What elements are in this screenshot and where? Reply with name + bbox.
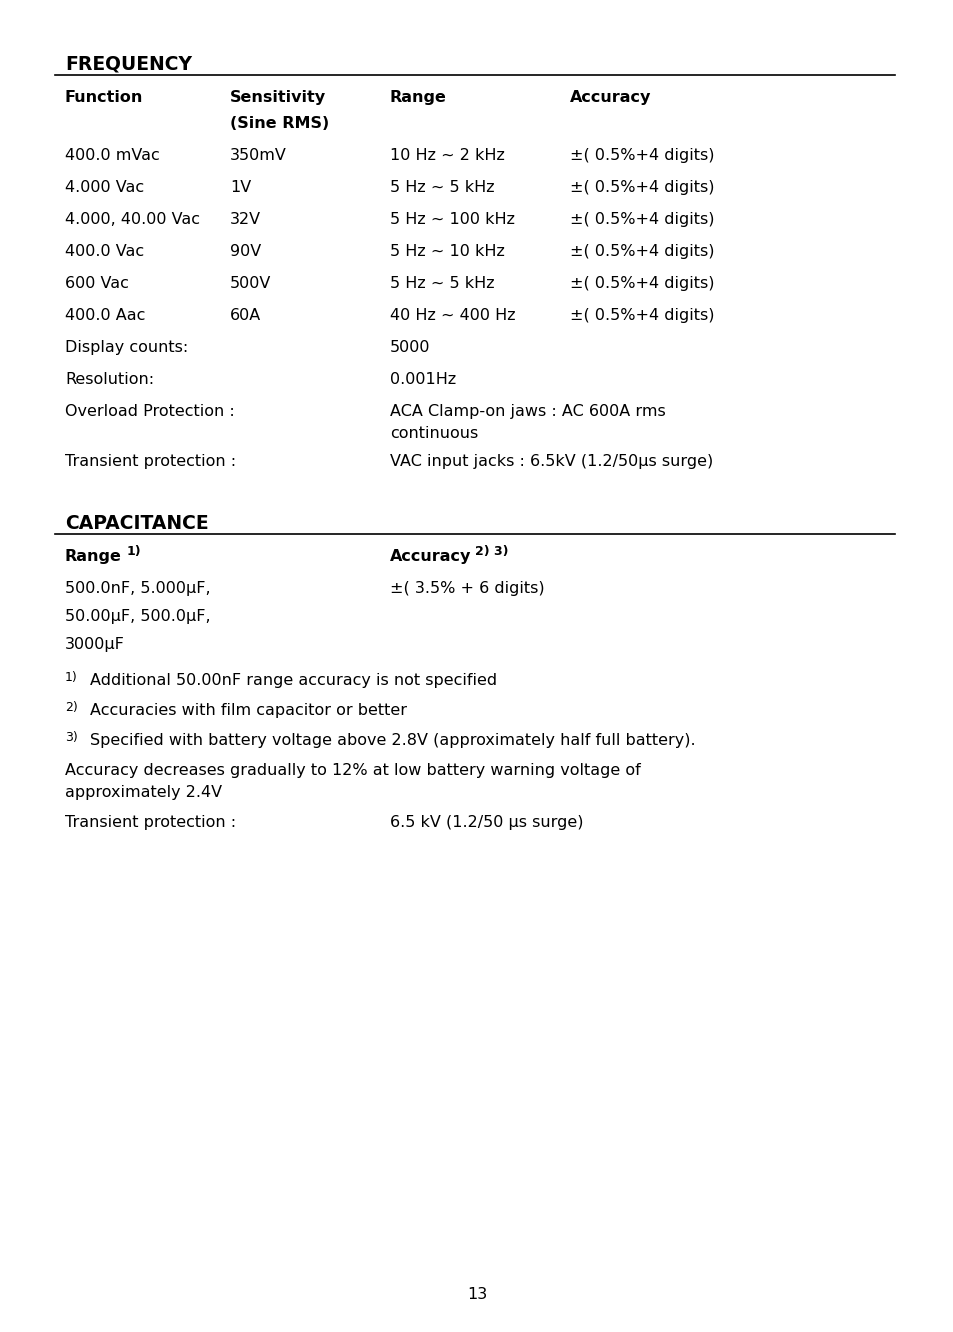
Text: 1): 1) [127, 545, 141, 558]
Text: 4.000 Vac: 4.000 Vac [65, 180, 144, 194]
Text: Accuracies with film capacitor or better: Accuracies with film capacitor or better [90, 703, 407, 718]
Text: Transient protection :: Transient protection : [65, 454, 236, 469]
Text: continuous: continuous [390, 426, 477, 441]
Text: Display counts:: Display counts: [65, 340, 188, 356]
Text: Resolution:: Resolution: [65, 372, 154, 388]
Text: (Sine RMS): (Sine RMS) [230, 116, 329, 131]
Text: Transient protection :: Transient protection : [65, 815, 236, 830]
Text: Accuracy: Accuracy [569, 91, 651, 105]
Text: Range: Range [65, 549, 122, 563]
Text: 400.0 mVac: 400.0 mVac [65, 148, 159, 163]
Text: 5 Hz ~ 5 kHz: 5 Hz ~ 5 kHz [390, 276, 494, 290]
Text: FREQUENCY: FREQUENCY [65, 55, 192, 75]
Text: CAPACITANCE: CAPACITANCE [65, 514, 209, 533]
Text: 5 Hz ~ 10 kHz: 5 Hz ~ 10 kHz [390, 244, 504, 258]
Text: Additional 50.00nF range accuracy is not specified: Additional 50.00nF range accuracy is not… [90, 673, 497, 689]
Text: 5 Hz ~ 100 kHz: 5 Hz ~ 100 kHz [390, 212, 515, 226]
Text: ±( 0.5%+4 digits): ±( 0.5%+4 digits) [569, 308, 714, 322]
Text: 3): 3) [65, 731, 77, 745]
Text: 350mV: 350mV [230, 148, 287, 163]
Text: 6.5 kV (1.2/50 μs surge): 6.5 kV (1.2/50 μs surge) [390, 815, 583, 830]
Text: VAC input jacks : 6.5kV (1.2/50μs surge): VAC input jacks : 6.5kV (1.2/50μs surge) [390, 454, 713, 469]
Text: Specified with battery voltage above 2.8V (approximately half full battery).: Specified with battery voltage above 2.8… [90, 733, 695, 749]
Text: 3000μF: 3000μF [65, 637, 125, 651]
Text: 4.000, 40.00 Vac: 4.000, 40.00 Vac [65, 212, 200, 226]
Text: ±( 0.5%+4 digits): ±( 0.5%+4 digits) [569, 244, 714, 258]
Text: 500.0nF, 5.000μF,: 500.0nF, 5.000μF, [65, 581, 211, 595]
Text: 500V: 500V [230, 276, 271, 290]
Text: Accuracy decreases gradually to 12% at low battery warning voltage of: Accuracy decreases gradually to 12% at l… [65, 763, 640, 778]
Text: Function: Function [65, 91, 143, 105]
Text: 0.001Hz: 0.001Hz [390, 372, 456, 388]
Text: ±( 0.5%+4 digits): ±( 0.5%+4 digits) [569, 148, 714, 163]
Text: ±( 0.5%+4 digits): ±( 0.5%+4 digits) [569, 180, 714, 194]
Text: Sensitivity: Sensitivity [230, 91, 326, 105]
Text: Accuracy: Accuracy [390, 549, 471, 563]
Text: Overload Protection :: Overload Protection : [65, 404, 234, 420]
Text: 600 Vac: 600 Vac [65, 276, 129, 290]
Text: 90V: 90V [230, 244, 261, 258]
Text: 400.0 Vac: 400.0 Vac [65, 244, 144, 258]
Text: ACA Clamp-on jaws : AC 600A rms: ACA Clamp-on jaws : AC 600A rms [390, 404, 665, 420]
Text: 5000: 5000 [390, 340, 430, 356]
Text: 2) 3): 2) 3) [475, 545, 508, 558]
Text: 1V: 1V [230, 180, 251, 194]
Text: ±( 0.5%+4 digits): ±( 0.5%+4 digits) [569, 276, 714, 290]
Text: 400.0 Aac: 400.0 Aac [65, 308, 145, 322]
Text: 2): 2) [65, 701, 77, 714]
Text: Range: Range [390, 91, 446, 105]
Text: ±( 0.5%+4 digits): ±( 0.5%+4 digits) [569, 212, 714, 226]
Text: 5 Hz ~ 5 kHz: 5 Hz ~ 5 kHz [390, 180, 494, 194]
Text: 50.00μF, 500.0μF,: 50.00μF, 500.0μF, [65, 609, 211, 623]
Text: 1): 1) [65, 671, 77, 685]
Text: 40 Hz ~ 400 Hz: 40 Hz ~ 400 Hz [390, 308, 515, 322]
Text: ±( 3.5% + 6 digits): ±( 3.5% + 6 digits) [390, 581, 544, 595]
Text: 10 Hz ~ 2 kHz: 10 Hz ~ 2 kHz [390, 148, 504, 163]
Text: 60A: 60A [230, 308, 261, 322]
Text: 13: 13 [466, 1287, 487, 1301]
Text: 32V: 32V [230, 212, 261, 226]
Text: approximately 2.4V: approximately 2.4V [65, 785, 222, 801]
